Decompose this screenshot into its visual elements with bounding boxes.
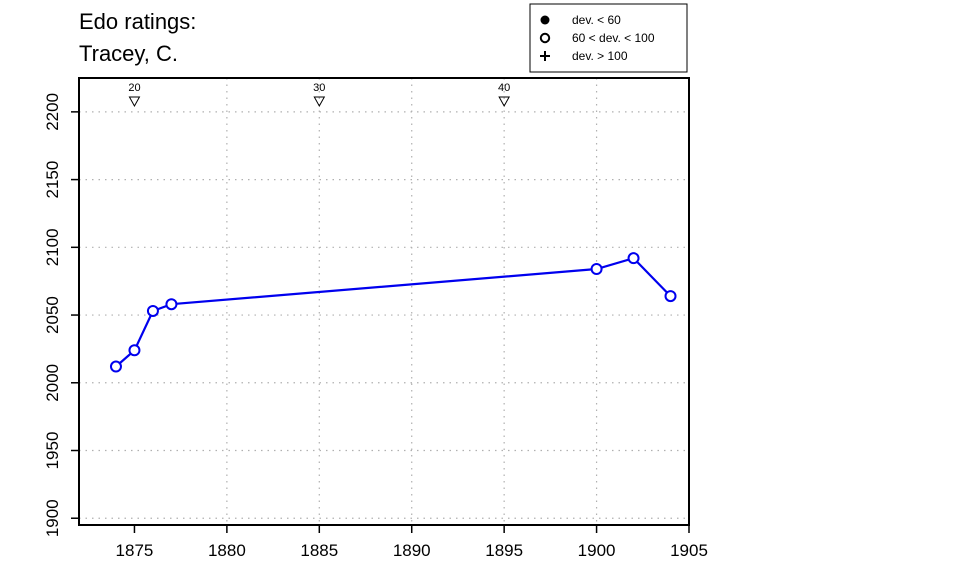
x-tick-label: 1890	[393, 541, 431, 560]
y-tick-label: 2050	[43, 296, 62, 334]
legend-symbol-open-circle	[539, 32, 551, 44]
x-tick-label: 1900	[578, 541, 616, 560]
x-tick-label: 1895	[485, 541, 523, 560]
age-marker-label: 20	[128, 82, 140, 94]
chart-title-line1: Edo ratings:	[79, 9, 197, 34]
data-point	[627, 252, 640, 265]
x-tick-label: 1880	[208, 541, 246, 560]
legend-label: dev. > 100	[572, 49, 628, 63]
y-tick-label: 2000	[43, 364, 62, 402]
age-marker-label: 30	[313, 82, 325, 94]
legend-symbol-filled-circle	[540, 15, 550, 25]
age-marker-triangle	[313, 96, 326, 108]
age-marker-triangle	[498, 96, 511, 108]
y-tick-label: 2150	[43, 161, 62, 199]
legend-box	[529, 3, 688, 73]
series-line	[115, 256, 672, 368]
data-point	[128, 344, 141, 357]
x-tick-label: 1885	[300, 541, 338, 560]
data-point	[109, 360, 122, 373]
data-point	[146, 304, 159, 317]
y-tick-label: 1900	[43, 499, 62, 537]
plot-frame	[78, 77, 690, 526]
legend-label: 60 < dev. < 100	[572, 31, 655, 45]
legend-symbol-plus	[540, 51, 550, 61]
legend-label: dev. < 60	[572, 13, 621, 27]
x-tick-label: 1905	[670, 541, 708, 560]
x-tick-label: 1875	[116, 541, 154, 560]
data-point	[165, 298, 178, 311]
data-point	[664, 290, 677, 303]
age-marker-triangle	[128, 96, 141, 108]
y-tick-label: 2200	[43, 93, 62, 131]
y-tick-label: 1950	[43, 432, 62, 470]
y-tick-label: 2100	[43, 228, 62, 266]
age-marker-label: 40	[498, 82, 510, 94]
data-point	[590, 262, 603, 275]
chart-title-line2: Tracey, C.	[79, 41, 179, 66]
